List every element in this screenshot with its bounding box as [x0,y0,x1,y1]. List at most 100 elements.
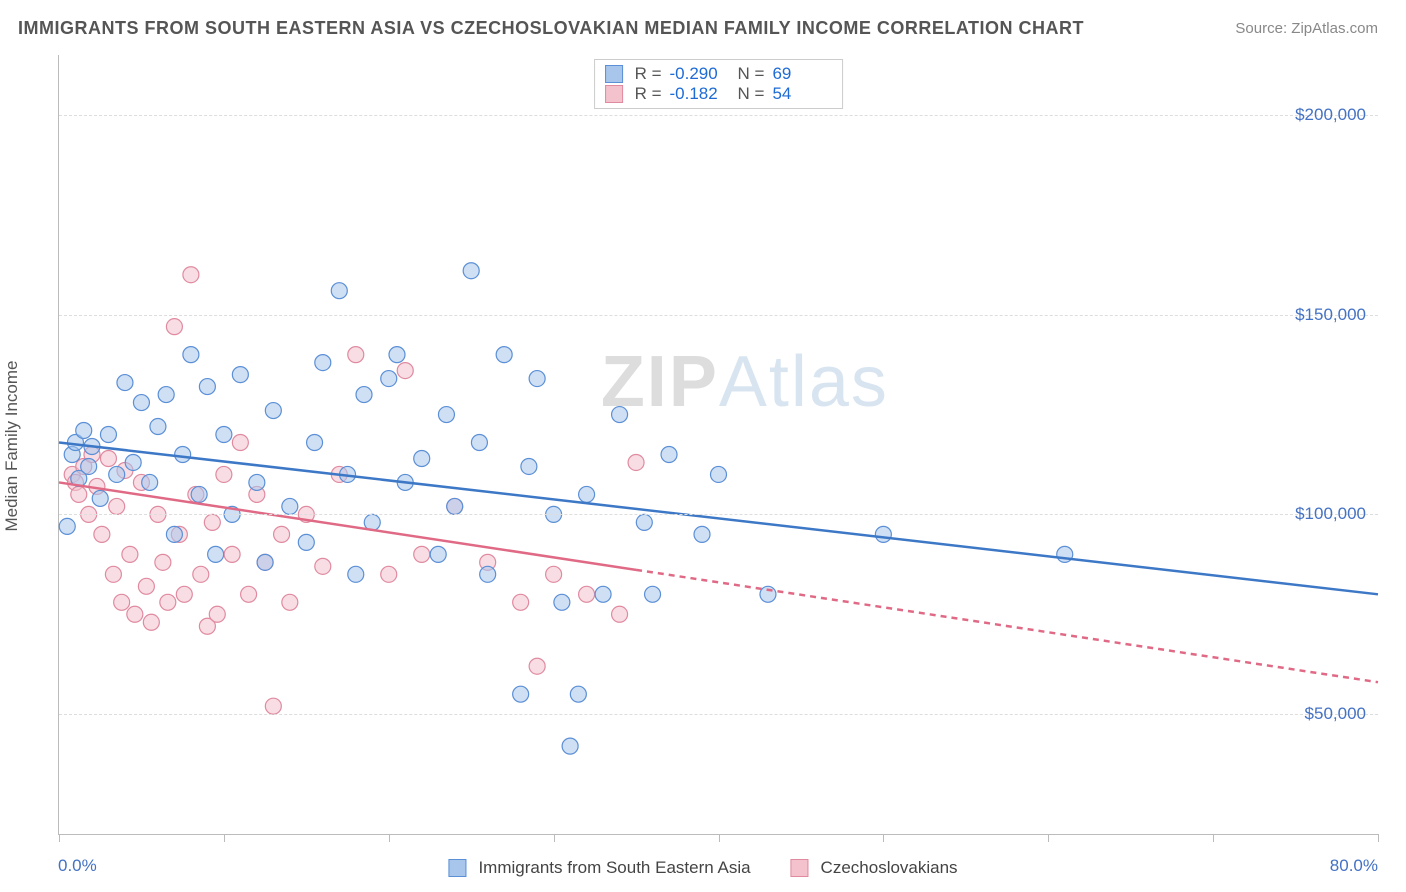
data-point [224,546,240,562]
swatch-pink-icon [605,85,623,103]
plot-area: R = -0.290 N = 69 R = -0.182 N = 54 ZIPA… [58,55,1378,835]
x-tick [719,834,720,842]
x-tick [1378,834,1379,842]
data-point [133,395,149,411]
data-point [612,606,628,622]
legend-label-pink: Czechoslovakians [821,858,958,878]
data-point [216,427,232,443]
y-axis-label: Median Family Income [2,360,22,531]
data-point [694,526,710,542]
legend-item-blue: Immigrants from South Eastern Asia [448,858,750,878]
gridline [59,714,1378,715]
data-point [160,594,176,610]
data-point [109,498,125,514]
chart-title: IMMIGRANTS FROM SOUTH EASTERN ASIA VS CZ… [18,18,1084,39]
data-point [554,594,570,610]
y-tick-label: $200,000 [1295,105,1366,125]
data-point [307,435,323,451]
legend: Immigrants from South Eastern Asia Czech… [448,858,957,878]
data-point [191,486,207,502]
data-point [166,526,182,542]
data-point [71,486,87,502]
data-point [142,474,158,490]
data-point [274,526,290,542]
x-tick [224,834,225,842]
x-tick [1048,834,1049,842]
gridline [59,315,1378,316]
data-point [645,586,661,602]
x-tick [554,834,555,842]
x-axis-max-label: 80.0% [1330,856,1378,876]
data-point [138,578,154,594]
data-point [143,614,159,630]
source-link[interactable]: ZipAtlas.com [1291,20,1378,37]
data-point [529,658,545,674]
n-value-pink: 54 [772,84,832,104]
data-point [94,526,110,542]
data-point [430,546,446,562]
data-point [59,518,75,534]
trend-line [636,570,1378,682]
data-point [265,698,281,714]
legend-label-blue: Immigrants from South Eastern Asia [478,858,750,878]
chart-svg [59,55,1378,834]
data-point [209,606,225,622]
x-axis-min-label: 0.0% [58,856,97,876]
data-point [381,566,397,582]
legend-swatch-pink-icon [791,859,809,877]
data-point [414,546,430,562]
data-point [356,387,372,403]
data-point [76,423,92,439]
data-point [204,514,220,530]
data-point [529,371,545,387]
x-tick [389,834,390,842]
data-point [628,454,644,470]
data-point [92,490,108,506]
data-point [175,446,191,462]
data-point [166,319,182,335]
source-attribution: Source: ZipAtlas.com [1235,20,1378,37]
data-point [389,347,405,363]
data-point [257,554,273,570]
r-value-blue: -0.290 [670,64,730,84]
y-tick-label: $50,000 [1305,704,1366,724]
chart-container: IMMIGRANTS FROM SOUTH EASTERN ASIA VS CZ… [0,0,1406,892]
data-point [315,558,331,574]
data-point [117,375,133,391]
data-point [636,514,652,530]
data-point [109,466,125,482]
gridline [59,514,1378,515]
data-point [158,387,174,403]
data-point [661,446,677,462]
data-point [595,586,611,602]
data-point [193,566,209,582]
data-point [546,566,562,582]
data-point [348,347,364,363]
x-tick [883,834,884,842]
data-point [232,435,248,451]
swatch-blue-icon [605,65,623,83]
legend-item-pink: Czechoslovakians [791,858,958,878]
source-label: Source: [1235,20,1287,37]
n-value-blue: 69 [772,64,832,84]
data-point [579,586,595,602]
data-point [480,566,496,582]
stats-row-blue: R = -0.290 N = 69 [605,64,833,84]
legend-swatch-blue-icon [448,859,466,877]
r-label: R = [635,64,662,84]
data-point [232,367,248,383]
data-point [570,686,586,702]
data-point [579,486,595,502]
y-tick-label: $150,000 [1295,305,1366,325]
data-point [127,606,143,622]
data-point [447,498,463,514]
correlation-stats-box: R = -0.290 N = 69 R = -0.182 N = 54 [594,59,844,109]
data-point [496,347,512,363]
data-point [105,566,121,582]
data-point [199,379,215,395]
data-point [176,586,192,602]
data-point [183,267,199,283]
data-point [875,526,891,542]
data-point [562,738,578,754]
data-point [612,407,628,423]
